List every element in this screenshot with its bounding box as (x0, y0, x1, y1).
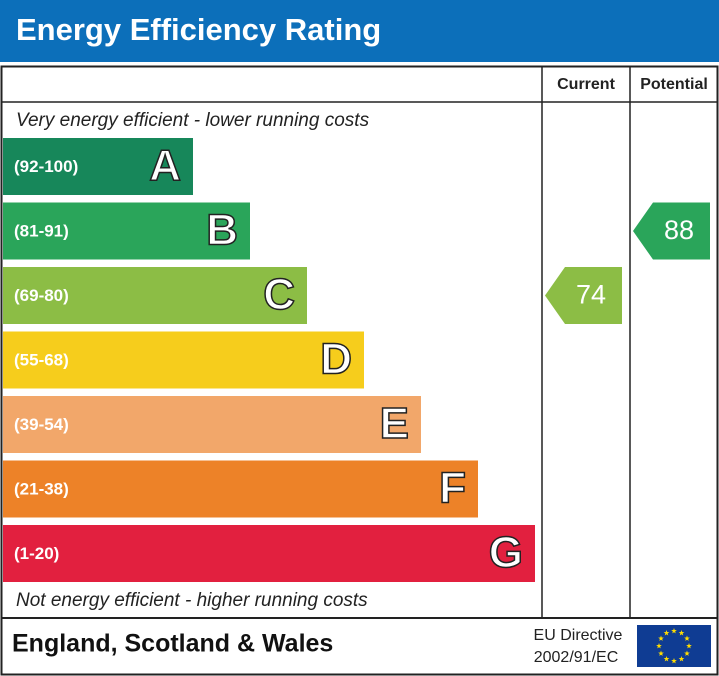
band-range: (21-38) (14, 479, 69, 498)
rating-value: 88 (664, 215, 694, 245)
band-range: (39-54) (14, 415, 69, 434)
eu-stars (656, 628, 692, 664)
band-letter: E (380, 399, 409, 448)
star (684, 650, 690, 656)
rating-value: 74 (576, 280, 606, 310)
frame (0, 65, 719, 676)
header-bar (0, 0, 719, 62)
band-letter: C (263, 270, 295, 319)
rating-band (3, 331, 364, 389)
star (658, 650, 664, 656)
band-letter: A (149, 141, 181, 190)
band-letter: F (439, 464, 466, 513)
region: England, Scotland & Wales (12, 630, 333, 658)
rating-band (3, 202, 250, 260)
rating-band (3, 525, 535, 582)
star (678, 655, 685, 662)
band-range: (69-80) (14, 286, 69, 305)
rating-band (3, 138, 193, 195)
star (671, 658, 677, 664)
rating-arrow (633, 202, 710, 260)
rating-arrow (545, 267, 622, 324)
top-note: Very energy efficient - lower running co… (16, 110, 370, 131)
star (663, 630, 670, 636)
directive: EU Directive (534, 627, 623, 644)
column-header: Potential (640, 76, 708, 93)
band-range: (55-68) (14, 350, 69, 369)
rating-band (3, 460, 478, 518)
band-range: (92-100) (14, 157, 78, 176)
star (671, 628, 677, 634)
band-range: (81-91) (14, 221, 69, 240)
band-letter: D (320, 335, 352, 384)
bottom-note: Not energy efficient - higher running co… (16, 590, 368, 611)
star (663, 655, 670, 662)
rating-band (3, 267, 307, 324)
star (684, 635, 690, 641)
band-letter: B (206, 206, 238, 255)
star (678, 630, 685, 636)
star (686, 643, 692, 649)
band-range: (1-20) (14, 544, 59, 563)
star (656, 643, 662, 649)
band-letter: G (489, 528, 523, 577)
star (658, 635, 664, 641)
directive: 2002/91/EC (534, 649, 619, 666)
rating-band (3, 396, 421, 453)
title: Energy Efficiency Rating (16, 12, 381, 47)
column-header: Current (557, 76, 615, 93)
